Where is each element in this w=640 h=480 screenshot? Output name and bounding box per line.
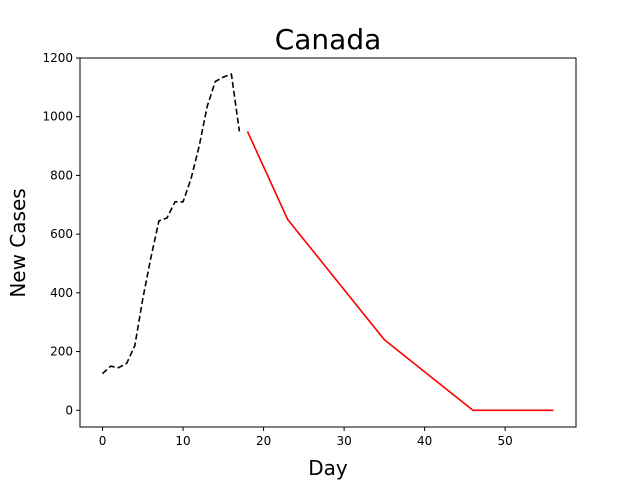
y-tick-label: 600 [50, 227, 73, 241]
y-tick-label: 400 [50, 286, 73, 300]
series-line-2 [246, 131, 554, 412]
chart-title: Canada [275, 23, 382, 56]
y-tick-label: 800 [50, 168, 73, 182]
x-tick-label: 10 [175, 434, 190, 448]
y-tick-label: 0 [65, 403, 73, 417]
y-axis-title: New Cases [6, 188, 30, 297]
y-tick-label: 1000 [42, 110, 73, 124]
x-tick-label: 20 [256, 434, 271, 448]
plot-lines [101, 73, 554, 412]
plot-frame [79, 57, 577, 428]
y-tick-label: 1200 [42, 51, 73, 65]
x-tick-label: 30 [336, 434, 351, 448]
x-tick-label: 40 [417, 434, 432, 448]
y-axis: 0 200 400 600 800 1000 1200 [42, 51, 80, 417]
x-tick-label: 50 [498, 434, 513, 448]
x-axis-title: Day [308, 456, 348, 480]
x-axis: 0 10 20 30 40 50 [99, 427, 513, 448]
series-line-1 [101, 73, 241, 375]
y-tick-label: 200 [50, 345, 73, 359]
x-tick-label: 0 [99, 434, 107, 448]
